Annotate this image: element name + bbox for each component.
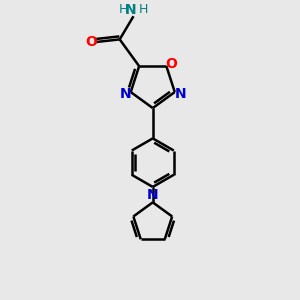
Text: O: O — [85, 35, 97, 49]
Text: N: N — [119, 87, 131, 101]
Text: H: H — [119, 3, 128, 16]
Text: N: N — [147, 188, 159, 202]
Text: O: O — [165, 57, 177, 71]
Text: N: N — [125, 3, 136, 16]
Text: H: H — [139, 3, 148, 16]
Text: N: N — [175, 87, 186, 101]
